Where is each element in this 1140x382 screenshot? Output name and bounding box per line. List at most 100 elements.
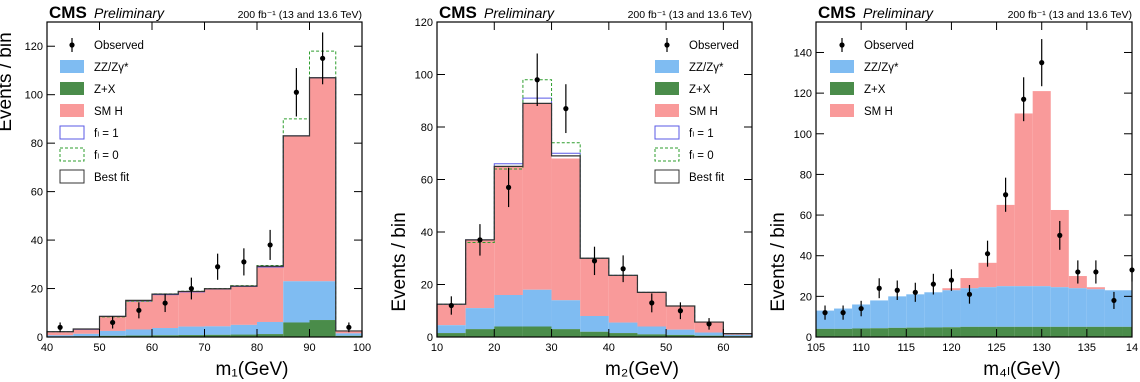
smh-bar: [257, 266, 284, 322]
plot-area: [436, 53, 753, 337]
zx-bar: [230, 334, 257, 337]
x-tick-label: 50: [93, 342, 105, 354]
chart-m4l: 105 110 115 120 125 130 135 14 0 20 40 60 80 100 120 14…: [760, 0, 1140, 382]
zx-bar: [870, 328, 889, 337]
legend-zz-swatch: [60, 60, 84, 73]
x-tick-label: 50: [660, 342, 672, 354]
legend-observed-marker: [69, 42, 75, 48]
legend-smh-swatch: [60, 104, 84, 117]
x-tick-label: 130: [1033, 342, 1051, 354]
zz-bar: [335, 333, 362, 336]
observed-point: [477, 237, 483, 243]
legend-label: fₗ = 0: [689, 150, 714, 162]
observed-point: [1057, 232, 1063, 238]
preliminary-label: Preliminary: [863, 5, 934, 21]
x-tick-label: 40: [603, 342, 615, 354]
zx-bar: [978, 326, 997, 337]
y-tick-label: 60: [31, 187, 43, 199]
observed-point: [505, 184, 512, 190]
legend-label: Best fit: [94, 172, 130, 184]
x-tick-label: 120: [942, 342, 960, 354]
zx-bar: [1068, 326, 1087, 337]
x-axis-label: m₁(GeV): [216, 359, 289, 380]
observed-point: [876, 285, 882, 291]
plot-area: [816, 39, 1135, 337]
observed-point: [346, 324, 352, 330]
zx-bar: [551, 329, 581, 337]
x-tick-label: 110: [852, 342, 870, 354]
zx-bar: [960, 326, 979, 337]
y-tick-label: 20: [31, 284, 43, 296]
observed-point: [984, 251, 991, 257]
zx-bar: [99, 335, 126, 337]
y-tick-label: 60: [421, 175, 433, 187]
zz-bar: [996, 286, 1015, 327]
zx-bar: [816, 328, 835, 337]
x-axis-label: m₄ₗ(GeV): [983, 359, 1060, 380]
legend-label: ZZ/Zγ*: [689, 62, 724, 74]
x-tick-label: 105: [807, 342, 825, 354]
legend-bestfit-swatch: [654, 169, 680, 184]
y-tick-label: 40: [800, 251, 812, 263]
zx-bar: [283, 322, 310, 337]
zz-bar: [694, 332, 724, 336]
observed-point: [948, 277, 955, 283]
zz-bar: [1122, 290, 1132, 327]
zx-bar: [494, 326, 523, 337]
y-tick-label: 80: [31, 138, 43, 150]
observed-point: [858, 305, 864, 312]
zz-bar: [309, 281, 336, 321]
legend-label: fₗ = 1: [689, 128, 714, 140]
x-tick-label: 80: [251, 342, 263, 354]
observed-point: [188, 285, 194, 292]
smh-bar: [47, 331, 74, 336]
observed-point: [677, 308, 684, 314]
legend-smh-swatch: [830, 104, 854, 117]
smh-bar: [608, 275, 638, 323]
smh-bar: [73, 329, 100, 334]
legend-bestfit-swatch: [59, 169, 85, 184]
y-tick-label: 80: [800, 169, 812, 181]
zz-bar: [870, 300, 889, 329]
zz-bar: [522, 289, 552, 327]
observed-point: [822, 310, 828, 316]
y-tick-label: 0: [427, 332, 433, 344]
zx-bar: [888, 327, 907, 337]
x-tick-label: 40: [41, 342, 53, 354]
legend-zz-swatch: [830, 60, 854, 73]
zz-bar: [852, 304, 871, 329]
zz-bar: [723, 334, 752, 337]
zz-bar: [942, 290, 961, 328]
zz-bar: [924, 292, 943, 328]
zz-bar: [1050, 287, 1069, 327]
zz-bar: [1032, 286, 1051, 327]
smh-bar: [723, 333, 752, 335]
y-tick-label: 120: [25, 41, 43, 53]
legend-smh-swatch: [655, 104, 679, 117]
chart-m1: 40 50 60 70 80 90 100 0 20 40 60 80 100 120 m₁(GeV) Eve…: [0, 0, 380, 382]
zz-bar: [1086, 289, 1105, 327]
legend-observed-marker: [664, 42, 670, 48]
zx-bar: [666, 334, 695, 337]
legend-observed-marker: [839, 42, 845, 48]
zx-bar: [204, 334, 231, 337]
y-tick-label: 0: [806, 332, 812, 344]
observed-point: [57, 324, 63, 330]
observed-point: [591, 258, 598, 264]
observed-point: [930, 281, 936, 287]
zz-bar: [960, 288, 979, 327]
smh-bar: [283, 135, 310, 282]
zx-bar: [178, 335, 205, 337]
zx-bar: [694, 335, 724, 337]
y-tick-label: 100: [794, 129, 812, 141]
zz-bar: [494, 295, 523, 327]
y-axis-label: Events / bin: [768, 212, 789, 311]
zz-bar: [152, 328, 179, 336]
y-axis-label: Events / bin: [389, 212, 410, 311]
observed-point: [649, 300, 655, 306]
zz-bar: [816, 310, 835, 329]
observed-point: [1075, 269, 1081, 275]
zz-bar: [230, 324, 257, 335]
smh-bar: [522, 103, 552, 290]
zx-bar: [152, 335, 179, 337]
